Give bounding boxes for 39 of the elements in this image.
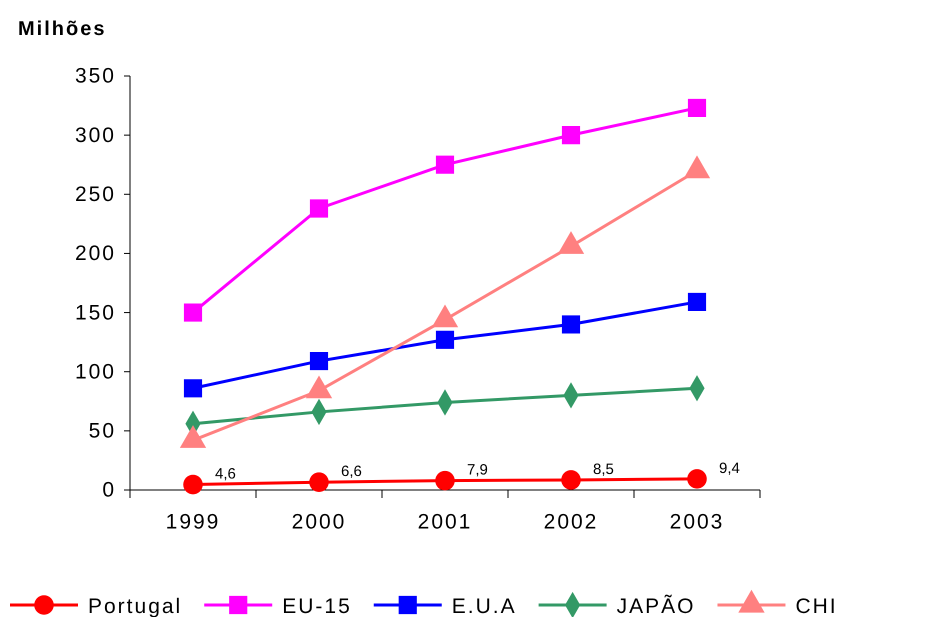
x-tick-label: 1999 (166, 510, 220, 534)
y-tick-label: 250 (74, 183, 116, 206)
point (562, 126, 580, 144)
x-tick-label: 2000 (292, 510, 346, 534)
y-axis-title: Milhões (18, 18, 106, 40)
point (184, 379, 202, 398)
point (310, 199, 328, 218)
legend-label: CHI (795, 595, 838, 617)
point (435, 470, 455, 490)
y-tick-label: 100 (74, 360, 116, 384)
point (688, 292, 706, 312)
point (310, 352, 328, 370)
point (562, 315, 580, 334)
point (688, 98, 706, 118)
point (309, 472, 329, 492)
data-label: 8,5 (593, 460, 614, 478)
point (687, 469, 707, 489)
data-label: 9,4 (719, 460, 740, 477)
point (436, 156, 454, 174)
x-tick-label: 2002 (544, 510, 598, 534)
y-tick-label: 350 (74, 64, 116, 88)
legend-label: EU-15 (282, 595, 352, 617)
y-tick-label: 150 (74, 301, 116, 324)
point (436, 330, 454, 349)
y-tick-label: 200 (74, 242, 116, 266)
legend-label: JAPÃO (616, 594, 696, 617)
y-tick-label: 50 (88, 420, 116, 443)
data-label: 6,6 (341, 463, 362, 480)
y-tick-label: 300 (74, 124, 116, 147)
legend-label: E.U.A (452, 595, 517, 617)
data-label: 4,6 (215, 466, 236, 483)
point (561, 470, 581, 490)
x-tick-label: 2001 (418, 510, 472, 534)
data-label: 7,9 (467, 462, 488, 479)
y-tick-label: 0 (102, 478, 116, 502)
point (183, 474, 203, 494)
x-tick-label: 2003 (670, 510, 724, 534)
point (184, 303, 202, 322)
legend-label: Portugal (88, 595, 182, 617)
